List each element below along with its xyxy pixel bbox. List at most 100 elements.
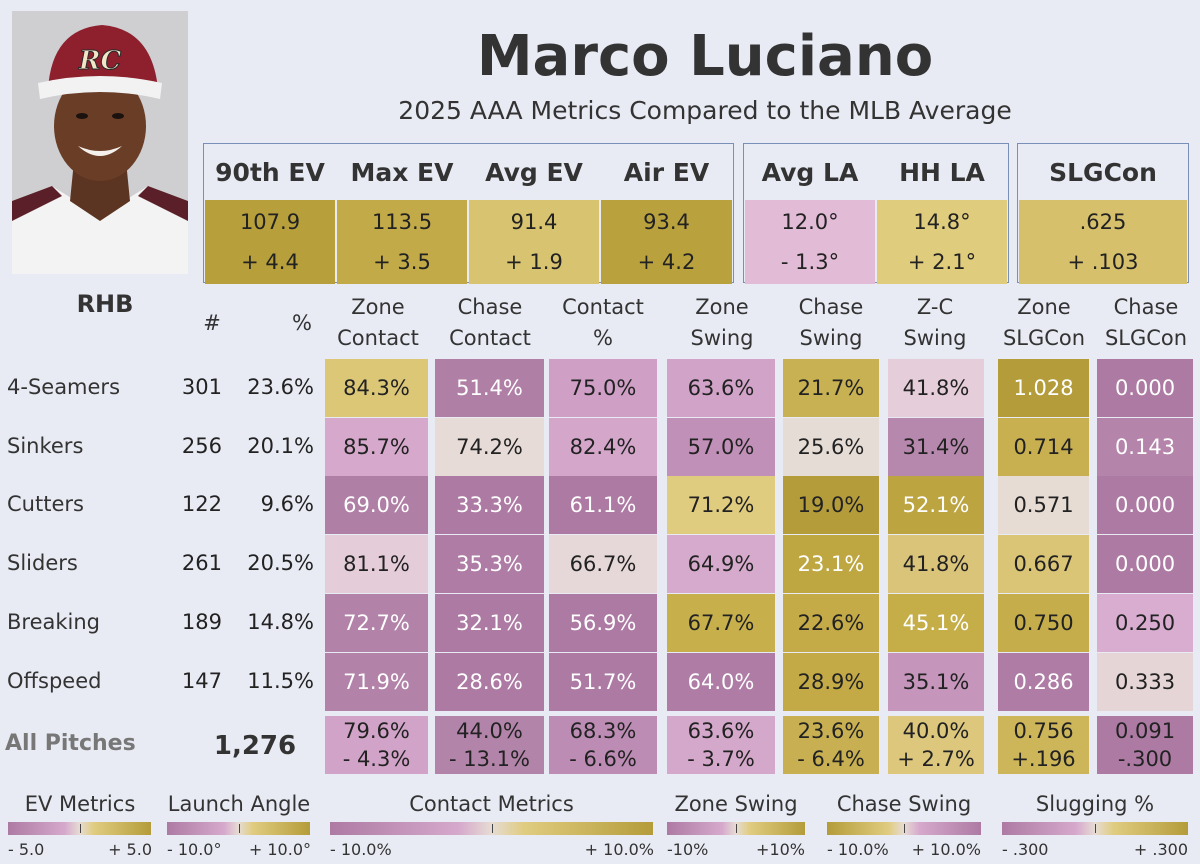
row-pct: 20.5% <box>247 551 314 575</box>
metric-header: Max EV <box>350 157 454 187</box>
legend-gradient-bar <box>8 822 151 835</box>
row-count: 189 <box>181 610 222 634</box>
legend-center-tick <box>904 824 905 833</box>
legend-min-label: - 10.0% <box>330 840 392 859</box>
table-cell: 85.7% <box>325 418 428 476</box>
batter-hand: RHB <box>76 290 134 318</box>
metric-cell: 93.4 + 4.2 <box>601 200 732 284</box>
totals-value: 63.6% <box>687 719 755 743</box>
row-count: 122 <box>181 492 222 516</box>
column-header-line2: SLGCon <box>1104 326 1188 350</box>
column-header-line1: Chase <box>457 295 523 319</box>
legend-title: Slugging % <box>1035 792 1155 816</box>
table-cell: 51.7% <box>549 653 657 711</box>
metric-diff: + 4.4 <box>241 250 299 274</box>
legend-center-tick <box>492 824 493 833</box>
table-cell: 81.1% <box>325 535 428 593</box>
table-cell: 19.0% <box>783 476 879 534</box>
legend-max-label: +10% <box>756 840 805 859</box>
column-header: Zone SLGCon <box>994 292 1094 354</box>
slgcon-box: SLGCon .625 + .103 <box>1017 143 1189 284</box>
metric-cell: 14.8° + 2.1° <box>877 200 1007 284</box>
column-header-line2: Swing <box>903 326 967 350</box>
table-cell: 0.333 <box>1097 653 1193 711</box>
column-header-line1: Contact <box>562 295 644 319</box>
table-cell: 28.6% <box>435 653 544 711</box>
totals-cell: 0.091 -.300 <box>1097 716 1193 774</box>
legend-title: Zone Swing <box>674 792 798 816</box>
table-cell: 0.000 <box>1097 535 1193 593</box>
table-cell: 28.9% <box>783 653 879 711</box>
totals-label: All Pitches <box>5 731 136 756</box>
totals-value: 0.756 <box>1013 719 1074 743</box>
metric-cell: 12.0° - 1.3° <box>745 200 875 284</box>
totals-diff: +.196 <box>1011 747 1076 771</box>
table-cell: 25.6% <box>783 418 879 476</box>
legend-max-label: + 10.0° <box>248 840 311 859</box>
table-cell: 0.250 <box>1097 594 1193 652</box>
table-cell: 45.1% <box>888 594 984 652</box>
metric-value: 12.0° <box>781 210 839 234</box>
table-cell: 57.0% <box>667 418 775 476</box>
pct-header: % <box>292 311 312 335</box>
row-count: 301 <box>181 375 222 399</box>
legend-min-label: -10% <box>667 840 709 859</box>
metric-header: Avg EV <box>485 157 583 187</box>
totals-value: 44.0% <box>456 719 523 743</box>
table-cell: 75.0% <box>549 359 657 417</box>
column-header-line1: Chase <box>798 295 864 319</box>
totals-value: 40.0% <box>902 719 970 743</box>
metric-cell: 107.9 + 4.4 <box>205 200 335 284</box>
table-cell: 0.000 <box>1097 359 1193 417</box>
metric-diff: + 2.1° <box>907 250 977 274</box>
metric-value: 14.8° <box>913 210 971 234</box>
totals-diff: - 4.3% <box>342 747 411 771</box>
totals-cell: 79.6% - 4.3% <box>325 716 428 774</box>
row-count: 147 <box>181 669 222 693</box>
totals-value: 79.6% <box>343 719 410 743</box>
row-label: Sinkers <box>7 434 84 458</box>
metric-value: 91.4 <box>510 210 558 234</box>
row-label: Offspeed <box>7 669 102 693</box>
table-cell: 84.3% <box>325 359 428 417</box>
metric-header: Avg LA <box>761 157 859 187</box>
table-cell: 69.0% <box>325 476 428 534</box>
totals-cell: 40.0% + 2.7% <box>888 716 984 774</box>
totals-value: 68.3% <box>569 719 637 743</box>
legend-center-tick <box>80 824 81 833</box>
totals-value: 23.6% <box>797 719 865 743</box>
legend-title: Chase Swing <box>836 792 972 816</box>
metric-cell: 91.4 + 1.9 <box>469 200 599 284</box>
legend-min-label: - 5.0 <box>8 840 45 859</box>
totals-diff: - 6.4% <box>797 747 865 771</box>
metric-diff: + 3.5 <box>373 250 431 274</box>
column-header-line1: Zone <box>351 295 405 319</box>
page-title: Marco Luciano <box>476 23 934 89</box>
table-cell: 0.667 <box>998 535 1089 593</box>
legend-min-label: - 10.0° <box>167 840 222 859</box>
totals-cell: 63.6% - 3.7% <box>667 716 775 774</box>
table-cell: 67.7% <box>667 594 775 652</box>
legend-gradient-bar <box>330 822 653 835</box>
legend-gradient-bar <box>167 822 310 835</box>
metric-header: HH LA <box>899 157 985 187</box>
column-header: Zone Contact <box>323 292 433 354</box>
metric-value: 107.9 <box>239 210 301 234</box>
totals-cell: 0.756 +.196 <box>998 716 1089 774</box>
legend-max-label: + 5.0 <box>108 840 152 859</box>
table-cell: 1.028 <box>998 359 1089 417</box>
column-header-line2: Contact <box>337 326 419 350</box>
column-header: Chase Swing <box>778 292 884 354</box>
metric-header: SLGCon <box>1049 157 1157 187</box>
table-cell: 21.7% <box>783 359 879 417</box>
ev-metrics-box: 90th EV 107.9 + 4.4 Max EV 113.5 + 3.5 Avg EV 9… <box>203 143 734 284</box>
player-headshot-icon: RC <box>12 11 188 274</box>
column-header: Contact% <box>548 292 658 354</box>
table-cell: 0.750 <box>998 594 1089 652</box>
row-pct: 9.6% <box>260 492 314 516</box>
column-header: Chase SLGCon <box>1092 292 1200 354</box>
row-label: Breaking <box>7 610 101 634</box>
table-cell: 61.1% <box>549 476 657 534</box>
table-cell: 0.714 <box>998 418 1089 476</box>
totals-diff: -.300 <box>1117 747 1173 771</box>
